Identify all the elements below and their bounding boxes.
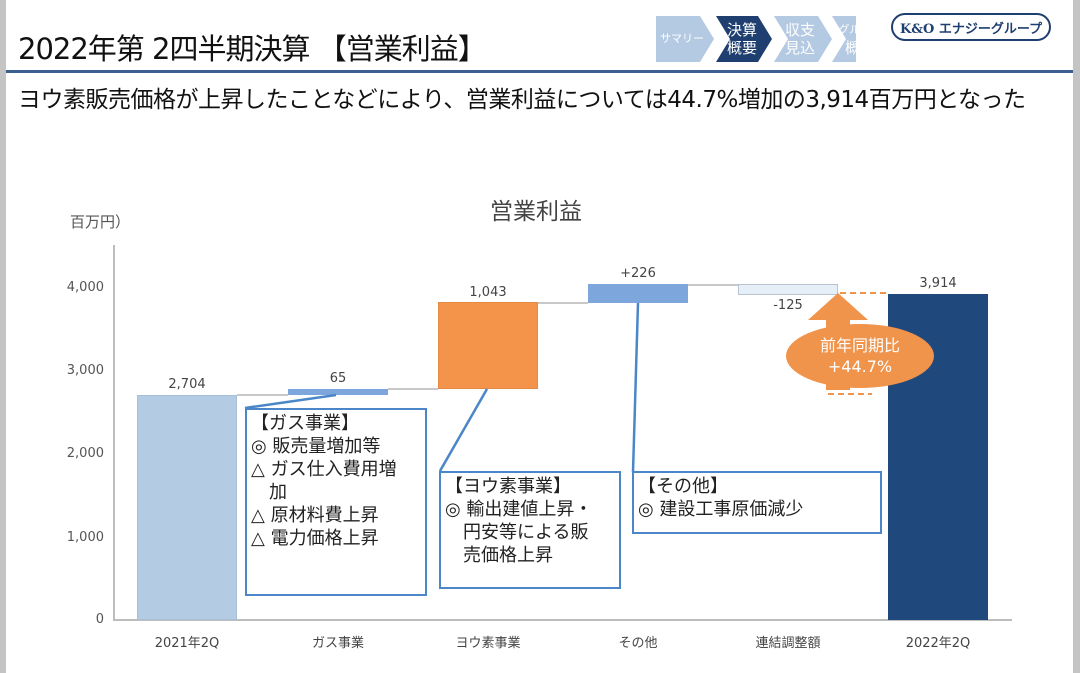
yoy-badge: 前年同期比 +44.7% xyxy=(786,324,934,388)
callout-other-heading: 【その他】 xyxy=(638,476,728,497)
x-label-gas: ガス事業 xyxy=(311,636,364,651)
chart-title: 営業利益 xyxy=(490,199,582,225)
bar-adjustment xyxy=(738,284,838,295)
nav-arrows xyxy=(656,16,856,62)
y-axis xyxy=(113,245,115,621)
y-tick-2000: 2,000 xyxy=(66,446,104,461)
value-label-other: +226 xyxy=(620,266,656,281)
value-label-2021: 2,704 xyxy=(168,377,206,392)
x-axis xyxy=(113,619,1012,621)
x-label-2021: 2021年2Q xyxy=(154,636,220,651)
x-label-2022: 2022年2Q xyxy=(905,636,971,651)
right-border xyxy=(1073,0,1080,673)
y-axis-unit: 百万円） xyxy=(70,213,131,231)
x-label-other: その他 xyxy=(618,636,658,651)
callout-gas-heading: 【ガス事業】 xyxy=(251,413,359,434)
callout-line: 売価格上昇 xyxy=(445,545,553,566)
value-label-gas: 65 xyxy=(329,371,347,386)
company-logo: K&O エナジーグループ xyxy=(891,13,1051,41)
y-tick-4000: 4,000 xyxy=(66,280,104,295)
connector xyxy=(688,284,738,286)
bar-iodine xyxy=(438,302,538,389)
callout-line: ◎ 販売量増加等 xyxy=(251,436,381,457)
callout-line: △ 電力価格上昇 xyxy=(251,528,379,549)
callout-iodine: 【ヨウ素事業】 ◎ 輸出建値上昇・ 円安等による販 売価格上昇 xyxy=(439,471,621,589)
callout-line: △ 原材料費上昇 xyxy=(251,505,379,526)
nav-step-group[interactable]: グループ 概要 xyxy=(838,23,882,57)
bar-other xyxy=(588,284,688,303)
callout-line: 加 xyxy=(251,482,287,503)
value-label-iodine: 1,043 xyxy=(469,285,507,300)
callout-line: ◎ 輸出建値上昇・ xyxy=(445,499,593,520)
left-border xyxy=(0,0,6,673)
connector xyxy=(388,388,438,390)
value-label-2022: 3,914 xyxy=(919,276,957,291)
y-tick-3000: 3,000 xyxy=(66,363,104,378)
callout-line: 円安等による販 xyxy=(445,522,589,543)
connector xyxy=(538,302,588,304)
bar-2021-2q xyxy=(137,395,237,620)
y-tick-0: 0 xyxy=(95,612,104,627)
callout-line: △ ガス仕入費用増 xyxy=(251,459,397,480)
lead-text: ヨウ素販売価格が上昇したことなどにより、営業利益については44.7%増加の3,9… xyxy=(18,87,1026,113)
callout-line: ◎ 建設工事原価減少 xyxy=(638,499,804,520)
nav-step-summary[interactable]: サマリー xyxy=(660,32,704,45)
nav-step-forecast[interactable]: 収支 見込 xyxy=(784,21,815,57)
header-divider xyxy=(6,70,1073,73)
page-title: 2022年第 2四半期決算 【営業利益】 xyxy=(18,32,487,66)
x-label-adjustment: 連結調整額 xyxy=(755,636,821,651)
callout-iodine-heading: 【ヨウ素事業】 xyxy=(445,476,571,497)
x-label-iodine: ヨウ素事業 xyxy=(455,636,521,651)
nav-step-results[interactable]: 決算 概要 xyxy=(726,21,757,57)
y-tick-1000: 1,000 xyxy=(66,530,104,545)
connector xyxy=(237,394,288,396)
callout-gas: 【ガス事業】 ◎ 販売量増加等 △ ガス仕入費用増 加 △ 原材料費上昇 △ 電… xyxy=(245,408,427,596)
callout-other: 【その他】 ◎ 建設工事原価減少 xyxy=(632,471,882,534)
value-label-adjustment: -125 xyxy=(773,298,803,313)
bar-gas xyxy=(288,389,388,395)
